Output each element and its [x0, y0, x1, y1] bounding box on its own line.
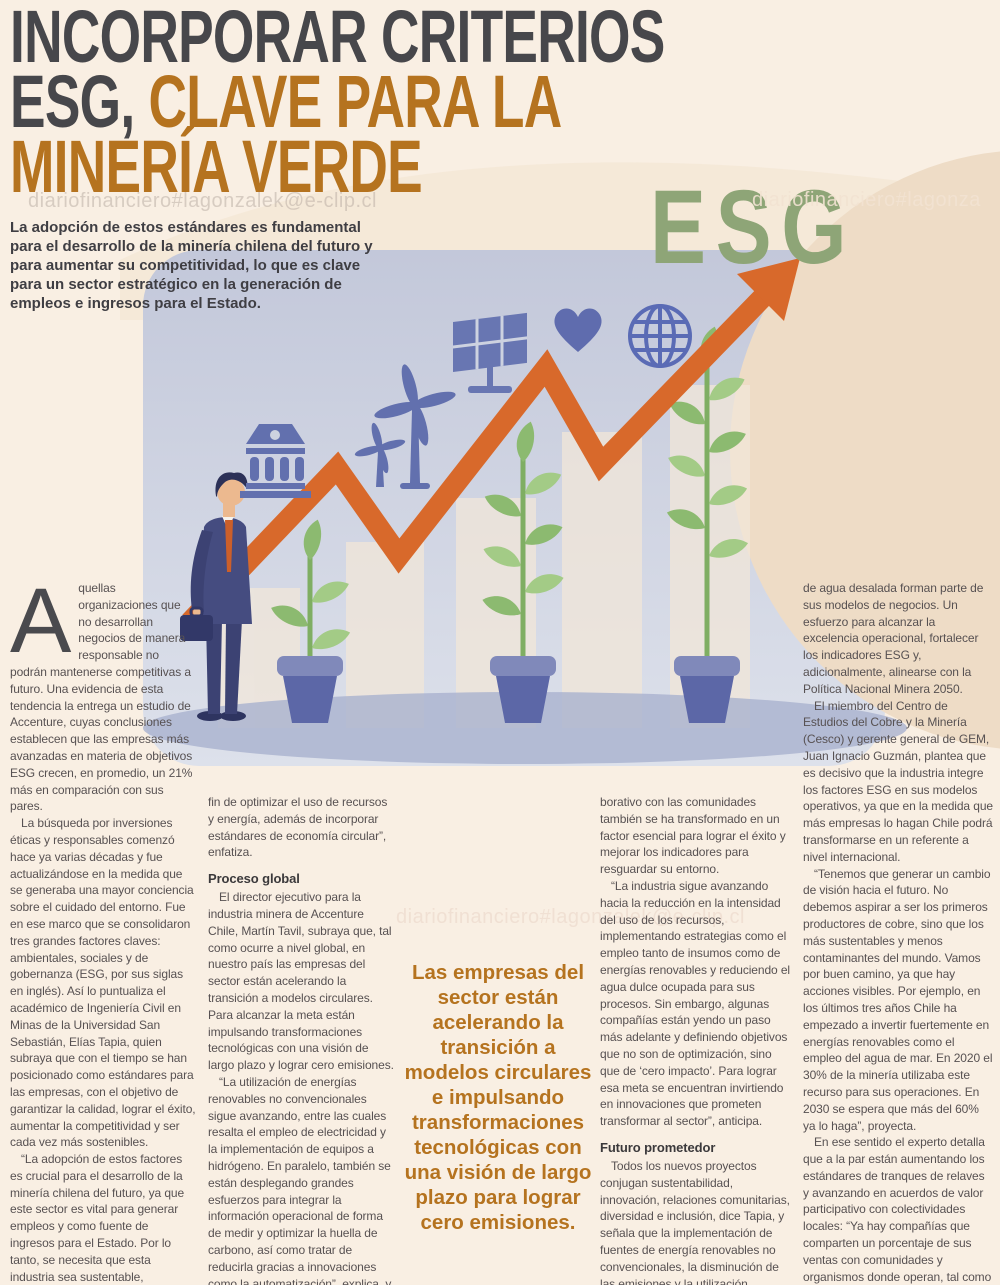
paragraph: fin de optimizar el uso de recursos y en…	[208, 795, 388, 860]
paragraph: “La utilización de energías renovables n…	[208, 1074, 392, 1285]
lead-paragraph: La adopción de estos estándares es funda…	[10, 219, 373, 312]
body-column-2: fin de optimizar el uso de recursos y en…	[208, 794, 394, 1285]
watermark-middle: diariofinanciero#lagonzalek@e-clip.cl	[396, 906, 745, 928]
drop-cap: A	[10, 570, 72, 672]
wind-turbines-icon	[354, 364, 456, 489]
plant-tall	[664, 324, 751, 723]
paragraph: “Tenemos que generar un cambio de visión…	[803, 866, 993, 1133]
paragraph: El miembro del Centro de Estudios del Co…	[803, 698, 993, 864]
businessman	[180, 472, 252, 721]
headline-line2-dark: ESG,	[10, 60, 135, 143]
section-heading-futuro-prometedor: Futuro prometedor	[600, 1139, 716, 1155]
tan-blob	[730, 151, 1000, 749]
paragraph: El director ejecutivo para la industria …	[208, 890, 394, 1073]
paragraph-text: quellas organizaciones que no desarrolla…	[10, 581, 193, 814]
heart-icon	[554, 308, 602, 352]
watermark-top-right: diariofinanciero#lagonza	[752, 189, 981, 211]
paragraph: borativo con las comunidades también se …	[600, 795, 786, 877]
illustration-scene	[120, 151, 1000, 766]
solar-panel-icon	[453, 312, 527, 393]
paragraph: “La industria sigue avanzando hacia la r…	[600, 878, 790, 1129]
paragraph: “La adopción de estos factores es crucia…	[10, 1152, 185, 1284]
plants-in-pots	[268, 324, 751, 723]
headline-line2: ESG, CLAVE PARA LA	[10, 65, 665, 139]
body-column-5: de agua desalada forman parte de sus mod…	[803, 580, 993, 1285]
pull-quote: Las empresas del sector están acelerando…	[404, 961, 592, 1234]
paragraph: de agua desalada forman parte de sus mod…	[803, 581, 984, 696]
growth-arrow	[182, 258, 800, 630]
watermark-left: diariofinanciero#lagonzalek@e-clip.cl	[28, 190, 377, 212]
paragraph: En ese sentido el experto detalla que a …	[803, 1135, 992, 1284]
bank-icon	[240, 424, 311, 498]
section-heading-proceso-global: Proceso global	[208, 871, 300, 887]
plant-medium	[480, 419, 566, 723]
headline-line1: INCORPORAR CRITERIOS	[10, 0, 665, 78]
paragraph: Todos los nuevos proyectos conjugan sust…	[600, 1158, 790, 1285]
body-column-4: borativo con las comunidades también se …	[600, 794, 790, 1285]
plant-small	[268, 517, 353, 723]
headline-line3: MINERÍA VERDE	[10, 125, 423, 208]
paragraph: La búsqueda por inversiones éticas y res…	[10, 816, 196, 1150]
esg-label: ESG	[650, 169, 857, 286]
globe-icon	[628, 304, 692, 368]
headline-line2-accent: CLAVE PARA LA	[134, 60, 563, 143]
headline: INCORPORAR CRITERIOS ESG, CLAVE PARA LA …	[10, 0, 919, 208]
